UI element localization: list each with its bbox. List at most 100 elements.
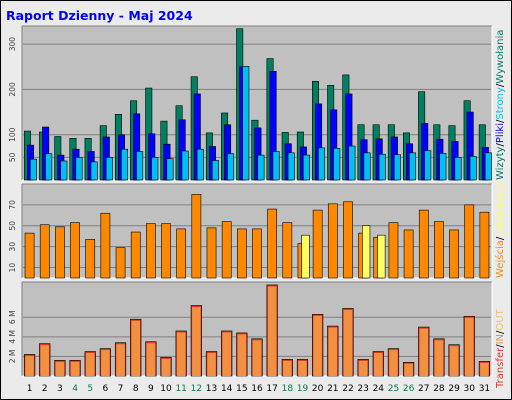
bar-wejścia-day-13 — [206, 227, 217, 279]
bar-wejścia-day-7 — [115, 247, 126, 279]
bar-wejścia-day-21 — [327, 203, 338, 279]
x-tick-label-day-22: 22 — [342, 384, 353, 394]
legend-entry: Wywołania — [495, 30, 506, 84]
bar-in-day-9 — [146, 343, 156, 376]
legend-entry: IN — [495, 334, 506, 344]
bar-wejścia-day-31 — [479, 211, 490, 279]
x-tick-label-day-4: 4 — [72, 384, 78, 394]
panel-top: 50 100 200 300 — [8, 25, 493, 181]
bar-in-day-6 — [101, 350, 110, 376]
legend-entry: OUT — [495, 308, 506, 330]
legend-entry: / — [495, 83, 506, 87]
y-tick-label: 2 M — [8, 350, 17, 364]
bar-wejścia-day-5 — [85, 239, 96, 279]
bar-in-day-19 — [298, 360, 307, 376]
bar-strony-day-23 — [363, 152, 371, 181]
bar-strony-day-15 — [242, 66, 250, 181]
bar-strony-day-20 — [318, 147, 326, 181]
bar-in-day-3 — [55, 361, 65, 376]
bar-wejścia-day-14 — [221, 221, 232, 279]
bar-strony-day-6 — [105, 157, 113, 181]
bar-lokalizacje-day-19 — [301, 234, 310, 279]
x-tick-label-day-3: 3 — [57, 384, 63, 394]
bar-in-day-21 — [328, 327, 338, 376]
bar-wejścia-day-26 — [403, 229, 414, 279]
legend-entry: / — [495, 119, 506, 123]
bar-lokalizacje-day-23 — [362, 225, 371, 279]
bar-wejścia-day-2 — [39, 224, 50, 279]
bar-wejścia-day-12 — [191, 194, 202, 279]
bar-in-day-5 — [85, 353, 95, 376]
legend: Wizyty/Pliki/Strony/Wywołania — [495, 30, 506, 180]
bar-strony-day-19 — [302, 154, 310, 181]
bar-in-day-10 — [161, 358, 171, 376]
bar-in-day-13 — [207, 353, 216, 376]
legend-entry: / — [495, 330, 506, 334]
bar-wejścia-day-15 — [236, 228, 247, 279]
bar-strony-day-18 — [287, 152, 295, 181]
bar-strony-day-26 — [409, 152, 417, 181]
bar-wejścia-day-22 — [343, 201, 353, 279]
legend-entry: / — [495, 236, 506, 240]
bar-strony-day-28 — [439, 152, 447, 181]
legend: Wejścia/Lokalizacje — [494, 182, 506, 278]
x-tick-label-day-5: 5 — [87, 384, 93, 394]
legend-entry: / — [495, 344, 506, 348]
y-tick-label: 100 — [8, 127, 17, 142]
bar-wejścia-day-4 — [70, 222, 80, 279]
bar-strony-day-5 — [90, 161, 98, 181]
legend-entry: Strony — [495, 87, 506, 120]
x-tick-label-day-26: 26 — [403, 384, 415, 394]
bar-lokalizacje-day-24 — [377, 234, 386, 279]
bar-in-day-8 — [131, 320, 141, 376]
bar-strony-day-9 — [151, 157, 159, 181]
y-tick-label: 50 — [8, 221, 17, 231]
bar-strony-day-24 — [378, 153, 386, 181]
x-tick-label-day-25: 25 — [388, 384, 399, 394]
bar-strony-day-3 — [60, 160, 68, 181]
bar-strony-day-2 — [45, 153, 53, 181]
x-tick-label-day-2: 2 — [42, 384, 48, 394]
bar-strony-day-29 — [454, 157, 462, 181]
bar-strony-day-13 — [211, 160, 219, 181]
bar-in-day-31 — [480, 362, 489, 376]
y-tick-label: 200 — [8, 82, 17, 97]
x-tick-label-day-24: 24 — [373, 384, 385, 394]
x-tick-label-day-7: 7 — [118, 384, 124, 394]
bar-wejścia-day-8 — [130, 231, 141, 279]
legend-entry: / — [495, 143, 506, 147]
bar-wejścia-day-18 — [282, 222, 293, 279]
bar-in-day-28 — [434, 340, 444, 376]
y-tick-label: 6 M — [8, 310, 17, 324]
bar-wejścia-day-1 — [24, 232, 35, 279]
bar-strony-day-10 — [166, 158, 174, 181]
legend: Transfer/IN/OUT — [495, 308, 506, 389]
bar-wejścia-day-16 — [252, 228, 262, 279]
bar-strony-day-30 — [469, 156, 477, 181]
bar-strony-day-1 — [30, 158, 38, 181]
bar-wejścia-day-29 — [449, 229, 459, 279]
bar-wejścia-day-30 — [464, 204, 475, 279]
x-tick-label-day-12: 12 — [191, 384, 202, 394]
bar-wejścia-day-27 — [418, 209, 429, 279]
x-tick-label-day-20: 20 — [312, 384, 324, 394]
bar-strony-day-4 — [75, 157, 83, 181]
x-tick-label-day-27: 27 — [418, 384, 429, 394]
bar-in-day-11 — [176, 332, 186, 376]
y-tick-label: 70 — [8, 200, 17, 210]
bar-wejścia-day-11 — [176, 228, 187, 279]
x-tick-label-day-31: 31 — [479, 384, 490, 394]
x-tick-label-day-14: 14 — [221, 384, 233, 394]
legend-entry: Lokalizacje — [495, 182, 506, 237]
bar-wejścia-day-20 — [312, 209, 323, 279]
bar-in-day-17 — [267, 286, 277, 376]
x-tick-label-day-30: 30 — [464, 384, 476, 394]
bar-in-day-4 — [70, 361, 80, 376]
bar-strony-day-27 — [424, 150, 432, 181]
x-tick-label-day-13: 13 — [206, 384, 217, 394]
y-tick-label: 30 — [8, 242, 17, 252]
bar-strony-day-7 — [121, 148, 128, 181]
x-tick-label-day-10: 10 — [160, 384, 172, 394]
bar-in-day-25 — [389, 350, 398, 376]
bar-in-day-26 — [404, 363, 413, 376]
